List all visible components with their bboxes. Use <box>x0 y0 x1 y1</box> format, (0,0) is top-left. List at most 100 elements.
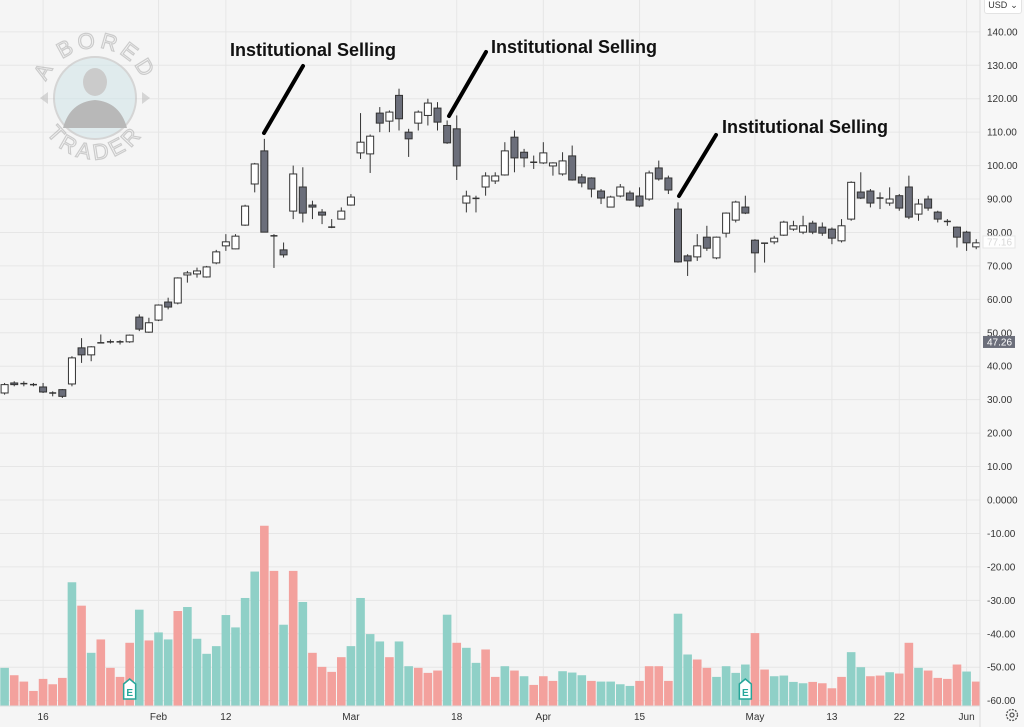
candle-body <box>183 272 192 276</box>
volume-bar <box>500 666 510 706</box>
candle-body <box>750 239 759 254</box>
candle-body <box>58 389 67 397</box>
volume-bar <box>0 667 9 706</box>
candle <box>221 234 230 251</box>
candle <box>318 209 327 225</box>
volume-bar <box>827 688 837 706</box>
candle <box>212 249 221 265</box>
candle-body <box>231 235 240 250</box>
candle <box>433 102 442 131</box>
volume-bar <box>279 624 288 706</box>
price-label-box <box>982 235 1016 249</box>
candle <box>462 190 471 213</box>
volume-bar <box>346 646 356 706</box>
earnings-label: E <box>742 688 749 699</box>
candle-body <box>789 225 798 230</box>
candle-body <box>289 173 298 212</box>
candle <box>452 115 461 180</box>
volume-bar <box>635 680 644 706</box>
y-tick-label: -30.00 <box>987 596 1016 607</box>
candle-body <box>250 163 259 185</box>
candle-body <box>808 222 817 233</box>
volume-bar <box>202 653 211 706</box>
volume-bar <box>423 672 433 706</box>
volume-bar <box>885 672 894 706</box>
candle <box>616 183 625 198</box>
candle-body <box>606 196 615 208</box>
candle-body <box>539 152 548 164</box>
volume-bar <box>211 646 221 706</box>
candle-body <box>144 322 153 333</box>
currency-selector[interactable]: USD ⌄ <box>984 0 1022 14</box>
candle <box>481 172 490 196</box>
candle-body <box>193 270 201 275</box>
volume-bar <box>365 634 375 706</box>
candle-body <box>0 384 9 394</box>
y-tick-label: 90.00 <box>987 195 1012 206</box>
volume-bar <box>173 611 183 706</box>
candle <box>837 219 846 243</box>
y-tick-label: -50.00 <box>987 663 1016 674</box>
candle-body <box>241 205 250 226</box>
volume-bar <box>163 639 173 706</box>
volume-bar <box>866 676 875 706</box>
volume-bar <box>9 675 19 706</box>
volume-bar <box>510 670 519 706</box>
candle <box>77 338 86 363</box>
candle <box>548 162 557 176</box>
candle <box>0 382 9 395</box>
volume-bar <box>452 642 462 706</box>
candle <box>693 234 702 261</box>
volume-bar <box>394 641 404 706</box>
candle-body <box>164 301 173 308</box>
earnings-badge <box>738 678 753 700</box>
candle <box>443 120 452 144</box>
x-tick-label: Feb <box>150 712 168 723</box>
candle-body <box>568 155 577 181</box>
candle <box>674 202 682 263</box>
volume-bar <box>96 639 106 706</box>
candle-body <box>693 245 702 258</box>
volume-bar <box>731 672 741 706</box>
volume-bar <box>260 525 269 706</box>
volume-bar <box>779 675 789 706</box>
candle-body <box>375 112 384 124</box>
candle <box>741 195 750 215</box>
candle-body <box>10 382 19 386</box>
candle <box>856 172 865 200</box>
candle-body <box>558 160 567 175</box>
candle <box>423 98 432 126</box>
candle <box>654 160 663 181</box>
candle <box>635 187 644 208</box>
candle <box>29 382 37 387</box>
y-tick-label: 80.00 <box>987 228 1012 239</box>
candle <box>799 215 808 235</box>
candle <box>67 356 76 387</box>
volume-bar <box>231 627 240 706</box>
earnings-marker[interactable]: E <box>738 678 753 700</box>
candle <box>154 304 163 322</box>
candle <box>144 317 153 333</box>
candle <box>568 145 577 181</box>
annotation-arrow <box>262 64 305 135</box>
price-axis <box>980 0 1024 727</box>
candle-body <box>346 196 355 206</box>
x-tick-label: May <box>746 712 765 723</box>
candle <box>337 207 346 220</box>
candle <box>231 234 240 250</box>
y-tick-label: -20.00 <box>987 562 1016 573</box>
volume-bar <box>914 667 923 706</box>
y-tick-label: 40.00 <box>987 362 1012 373</box>
candle <box>58 388 67 399</box>
volume-bar <box>413 667 423 706</box>
volume-bar <box>308 652 317 706</box>
candle <box>260 138 269 233</box>
candle <box>385 110 394 133</box>
candle <box>558 152 567 176</box>
earnings-marker[interactable]: E <box>122 678 137 700</box>
gear-icon[interactable] <box>1004 707 1020 723</box>
candle <box>279 242 288 258</box>
candle-body <box>914 203 923 215</box>
volume-bar <box>67 582 77 706</box>
